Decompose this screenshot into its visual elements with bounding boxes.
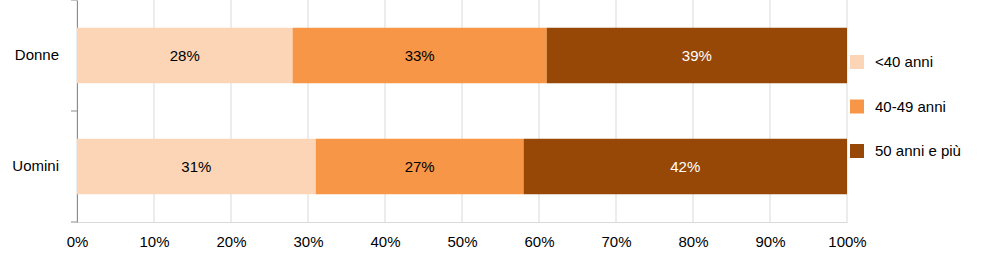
x-tick-label: 40% [370, 233, 400, 250]
grid [77, 0, 847, 222]
x-tick-label: 0% [67, 233, 89, 250]
bar-segment [77, 139, 316, 195]
x-tick-label: 70% [601, 233, 631, 250]
data-labels: 28% 33% 39% 31% 27% 42% [170, 47, 712, 175]
x-axis-line [78, 222, 848, 223]
x-tick: 30% [293, 222, 323, 250]
bar-segment [77, 28, 293, 84]
bar-segment [524, 139, 847, 195]
plot: 0% 10% 20% 30% 40% 50% 60% 70% 80% 90% 100% Donne Uo… [12, 0, 866, 250]
data-label: 33% [405, 47, 435, 64]
y-axis: Donne Uomini [12, 0, 77, 223]
x-tick: 90% [755, 222, 785, 250]
legend-label: 40-49 anni [875, 98, 946, 115]
x-tick-label: 50% [447, 233, 477, 250]
x-tick: 40% [370, 222, 400, 250]
bar-segment [547, 28, 847, 84]
x-tick: 80% [678, 222, 708, 250]
x-tick-label: 20% [216, 233, 246, 250]
x-tick: 60% [524, 222, 554, 250]
chart: 0% 10% 20% 30% 40% 50% 60% 70% 80% 90% 100% Donne Uo… [0, 0, 1000, 259]
y-tick: Donne [15, 46, 77, 63]
category-label: Uomini [12, 157, 59, 174]
bar-segment [293, 28, 547, 84]
y-boundary-tick [71, 111, 77, 112]
x-tick-label: 60% [524, 233, 554, 250]
x-axis: 0% 10% 20% 30% 40% 50% 60% 70% 80% 90% 100% [67, 222, 867, 250]
data-label: 39% [682, 47, 712, 64]
y-boundary-tick [71, 0, 77, 1]
x-tick-label: 80% [678, 233, 708, 250]
data-label: 28% [170, 47, 200, 64]
x-tick: 20% [216, 222, 246, 250]
y-boundary-tick [71, 222, 77, 223]
x-tick: 10% [139, 222, 169, 250]
legend-swatch [850, 55, 864, 69]
x-tick: 70% [601, 222, 631, 250]
x-tick-label: 100% [828, 233, 866, 250]
legend-label: <40 anni [875, 53, 933, 70]
bar-segment [316, 139, 524, 195]
y-tick: Uomini [12, 157, 77, 174]
bars [77, 28, 847, 195]
legend-label: 50 anni e più [875, 142, 961, 159]
x-tick-label: 90% [755, 233, 785, 250]
x-tick: 50% [447, 222, 477, 250]
data-label: 31% [181, 158, 211, 175]
x-tick: 0% [67, 222, 89, 250]
data-label: 27% [405, 158, 435, 175]
x-tick-label: 10% [139, 233, 169, 250]
category-label: Donne [15, 46, 59, 63]
x-tick-label: 30% [293, 233, 323, 250]
legend-swatch [850, 100, 864, 114]
x-tick: 100% [828, 222, 866, 250]
legend-item: 40-49 anni [850, 98, 946, 115]
legend-item: <40 anni [850, 53, 933, 70]
legend: <40 anni 40-49 anni 50 anni e più [850, 53, 961, 159]
legend-item: 50 anni e più [850, 142, 961, 159]
legend-swatch [850, 144, 864, 158]
y-boundary-ticks [71, 0, 77, 222]
data-label: 42% [670, 158, 700, 175]
